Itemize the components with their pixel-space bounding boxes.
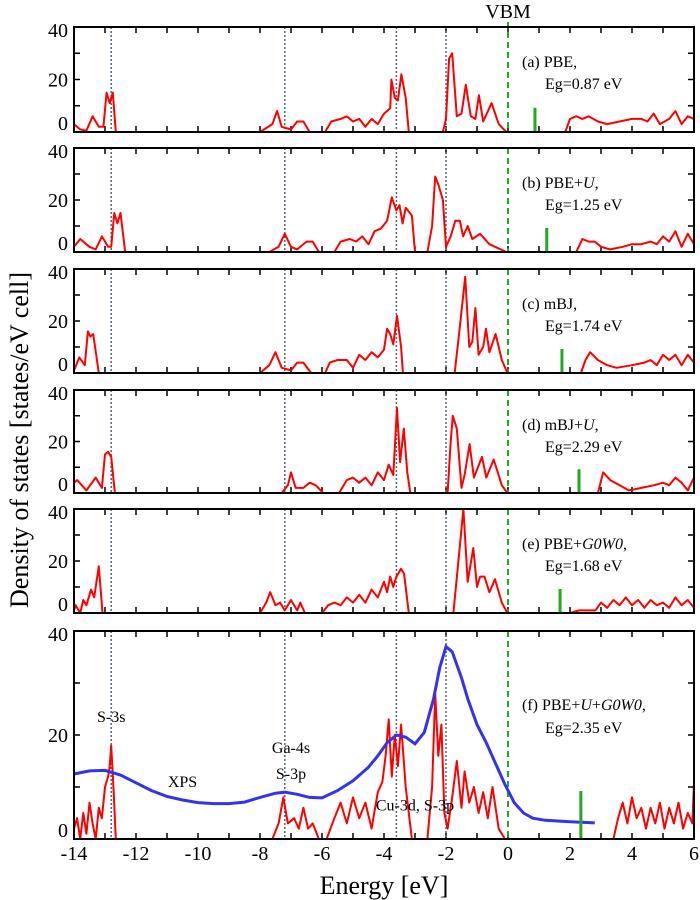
panel-b: 0 20 40 (b) PBE+U, Eg=1.25 eV	[48, 141, 695, 255]
panel-label: (f) PBE+U+G0W0,	[522, 697, 646, 714]
band-gap-label: Eg=1.25 eV	[545, 197, 623, 214]
y-tick-label: 0	[58, 113, 68, 135]
panel-label-part: ,	[623, 536, 627, 553]
y-tick-label: 0	[58, 820, 68, 842]
x-tick-label: -2	[438, 843, 455, 865]
annotation: S-3s	[97, 709, 125, 726]
y-tick-label: 20	[48, 432, 68, 454]
panel-label-part: (c) mBJ,	[522, 296, 577, 313]
x-tick-label: 2	[565, 843, 575, 865]
band-gap-label: Eg=1.68 eV	[545, 558, 623, 575]
y-tick-label: 20	[48, 551, 68, 573]
panel-frame	[73, 508, 695, 614]
panel-label-part: U	[580, 697, 593, 714]
y-tick-label: 40	[48, 383, 68, 405]
y-tick-label: 0	[58, 594, 68, 616]
dos-curve	[73, 52, 695, 133]
panel-label-part: U	[583, 417, 596, 434]
annotation: Ga-4s	[272, 740, 310, 757]
y-tick-label: 40	[48, 141, 68, 163]
panel-d: 0 20 40 (d) mBJ+U, Eg=2.29 eV	[48, 383, 695, 496]
panel-label-part: (d) mBJ+	[522, 417, 583, 434]
panel-label-part: G0W0	[601, 697, 642, 714]
panel-frame	[73, 630, 695, 840]
x-tick-label: 0	[503, 843, 513, 865]
xps-curve	[73, 643, 595, 825]
panel-frame	[73, 389, 695, 494]
x-tick-label: -10	[185, 843, 212, 865]
panel-label-part: ,	[595, 175, 599, 192]
y-tick-label: 40	[48, 262, 68, 284]
panel-label: (c) mBJ,	[522, 296, 577, 313]
dos-curve	[73, 508, 695, 614]
x-tick-label: -6	[314, 843, 331, 865]
y-tick-label: 0	[58, 354, 68, 376]
x-tick-label: -8	[252, 843, 269, 865]
panel-label: (b) PBE+U,	[522, 175, 599, 192]
x-tick-label: -14	[61, 843, 88, 865]
panel-label-part: (f) PBE+	[522, 697, 580, 714]
vbm-label: VBM	[485, 1, 531, 23]
panel-label: (e) PBE+G0W0,	[522, 536, 627, 553]
y-tick-label: 0	[58, 233, 68, 255]
panel-label: (d) mBJ+U,	[522, 417, 599, 434]
band-gap-label: Eg=2.35 eV	[545, 720, 623, 737]
panel-label: (a) PBE,	[522, 54, 577, 71]
y-tick-label: 20	[48, 311, 68, 333]
band-gap-label: Eg=2.29 eV	[545, 439, 623, 456]
panel-label-part: (e) PBE+	[522, 536, 582, 553]
y-tick-label: 40	[48, 502, 68, 524]
y-tick-label: 20	[48, 725, 68, 747]
panel-frame	[73, 26, 695, 133]
annotation: Cu-3d, S-3p	[376, 797, 454, 814]
dos-curve	[73, 175, 695, 253]
panel-label-part: ,	[595, 417, 599, 434]
x-tick-label: 6	[689, 843, 699, 865]
panel-label-part: U	[583, 175, 596, 192]
y-tick-label: 40	[48, 20, 68, 42]
panel-frame	[73, 147, 695, 253]
y-tick-label: 40	[48, 624, 68, 646]
panel-c: 0 20 40 (c) mBJ, Eg=1.74 eV	[48, 262, 695, 376]
dos-curve	[73, 692, 695, 840]
y-tick-label: 0	[58, 474, 68, 496]
y-axis-label: Density of states [states/eV cell]	[5, 272, 34, 608]
y-tick-label: 20	[48, 70, 68, 92]
band-gap-label: Eg=1.74 eV	[545, 318, 623, 335]
x-tick-label: -12	[123, 843, 150, 865]
panel-frame	[73, 268, 695, 374]
panel-label-part: ,	[642, 697, 646, 714]
y-tick-label: 20	[48, 190, 68, 212]
annotation: S-3p	[276, 766, 306, 783]
dos-curve	[73, 407, 695, 494]
x-axis-label: Energy [eV]	[320, 871, 449, 900]
panel-label-part: (b) PBE+	[522, 175, 583, 192]
panel-label-part: +	[592, 697, 601, 714]
annotation: XPS	[168, 774, 197, 791]
panel-label-part: G0W0	[582, 536, 623, 553]
panel-label-part: (a) PBE,	[522, 54, 577, 71]
panel-a: 0 20 40 (a) PBE, Eg=0.87 eV	[48, 20, 695, 135]
x-tick-label: -4	[376, 843, 393, 865]
x-tick-label: 4	[627, 843, 637, 865]
dos-curve	[73, 275, 695, 374]
band-gap-label: Eg=0.87 eV	[545, 76, 623, 93]
